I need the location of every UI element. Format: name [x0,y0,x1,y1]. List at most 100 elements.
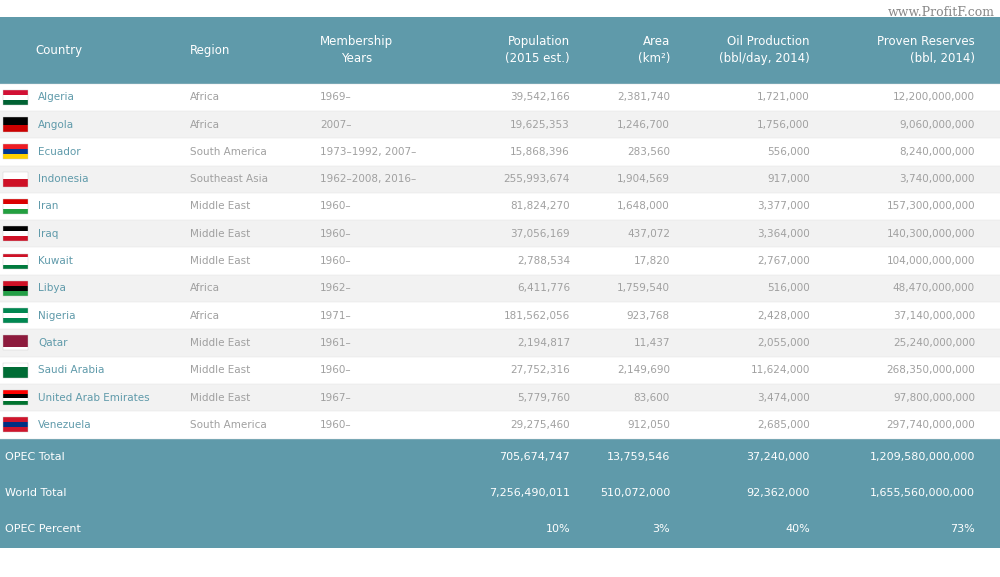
FancyBboxPatch shape [3,265,28,269]
Text: 1,655,560,000,000: 1,655,560,000,000 [870,488,975,498]
Text: Region: Region [190,44,230,57]
FancyBboxPatch shape [0,411,1000,439]
FancyBboxPatch shape [0,384,1000,411]
Text: 1967–: 1967– [320,392,352,403]
FancyBboxPatch shape [0,511,1000,548]
Text: 15,868,396: 15,868,396 [510,147,570,157]
FancyBboxPatch shape [3,199,28,204]
FancyBboxPatch shape [0,357,1000,384]
Text: Middle East: Middle East [190,392,250,403]
Text: 37,056,169: 37,056,169 [510,229,570,239]
FancyBboxPatch shape [0,193,1000,220]
Text: Population
(2015 est.): Population (2015 est.) [505,36,570,65]
FancyBboxPatch shape [0,329,1000,357]
Text: Indonesia: Indonesia [38,174,88,184]
Text: Qatar: Qatar [38,338,68,348]
FancyBboxPatch shape [3,209,28,214]
Text: 92,362,000: 92,362,000 [747,488,810,498]
FancyBboxPatch shape [0,302,1000,329]
Text: 2,767,000: 2,767,000 [757,256,810,266]
Text: 17,820: 17,820 [634,256,670,266]
FancyBboxPatch shape [3,281,28,286]
Text: Africa: Africa [190,119,220,130]
Text: Middle East: Middle East [190,365,250,375]
FancyBboxPatch shape [0,138,1000,166]
Text: 437,072: 437,072 [627,229,670,239]
Text: South America: South America [190,420,267,430]
FancyBboxPatch shape [3,417,28,422]
Text: 556,000: 556,000 [767,147,810,157]
Text: 2,381,740: 2,381,740 [617,92,670,102]
Text: Middle East: Middle East [190,229,250,239]
Text: 8,240,000,000: 8,240,000,000 [900,147,975,157]
FancyBboxPatch shape [3,95,28,100]
Text: 912,050: 912,050 [627,420,670,430]
FancyBboxPatch shape [0,166,1000,193]
Text: 1961–: 1961– [320,338,352,348]
Text: 255,993,674: 255,993,674 [504,174,570,184]
Text: 3,364,000: 3,364,000 [757,229,810,239]
Text: 3,474,000: 3,474,000 [757,392,810,403]
Text: 140,300,000,000: 140,300,000,000 [887,229,975,239]
Text: Africa: Africa [190,310,220,321]
FancyBboxPatch shape [0,439,1000,475]
Text: 1973–1992, 2007–: 1973–1992, 2007– [320,147,416,157]
FancyBboxPatch shape [3,422,28,428]
FancyBboxPatch shape [0,111,1000,138]
Text: 97,800,000,000: 97,800,000,000 [893,392,975,403]
FancyBboxPatch shape [0,17,1000,84]
Text: Venezuela: Venezuela [38,420,92,430]
Text: 2,788,534: 2,788,534 [517,256,570,266]
FancyBboxPatch shape [0,84,1000,111]
FancyBboxPatch shape [3,125,28,132]
Text: 1,721,000: 1,721,000 [757,92,810,102]
Text: 1,648,000: 1,648,000 [617,201,670,212]
FancyBboxPatch shape [3,231,28,237]
Text: 1960–: 1960– [320,420,352,430]
Text: 29,275,460: 29,275,460 [510,420,570,430]
Text: 83,600: 83,600 [634,392,670,403]
Text: Libya: Libya [38,283,66,293]
Text: 9,060,000,000: 9,060,000,000 [900,119,975,130]
Text: 2,055,000: 2,055,000 [757,338,810,348]
FancyBboxPatch shape [3,428,28,432]
Text: 11,624,000: 11,624,000 [751,365,810,375]
Text: Saudi Arabia: Saudi Arabia [38,365,104,375]
Text: 7,256,490,011: 7,256,490,011 [489,488,570,498]
Text: 3,740,000,000: 3,740,000,000 [900,174,975,184]
Text: 2,685,000: 2,685,000 [757,420,810,430]
Text: South America: South America [190,147,267,157]
Text: OPEC Percent: OPEC Percent [5,524,81,534]
Text: Africa: Africa [190,92,220,102]
Text: Area
(km²): Area (km²) [638,36,670,65]
FancyBboxPatch shape [3,155,28,159]
Text: 1962–2008, 2016–: 1962–2008, 2016– [320,174,416,184]
Text: 1,759,540: 1,759,540 [617,283,670,293]
FancyBboxPatch shape [3,172,28,179]
FancyBboxPatch shape [3,398,28,402]
Text: Oil Production
(bbl/day, 2014): Oil Production (bbl/day, 2014) [719,36,810,65]
Text: 2,428,000: 2,428,000 [757,310,810,321]
FancyBboxPatch shape [3,313,28,319]
FancyBboxPatch shape [3,100,28,105]
FancyBboxPatch shape [3,319,28,323]
Text: Iraq: Iraq [38,229,58,239]
FancyBboxPatch shape [3,335,28,347]
Text: 73%: 73% [950,524,975,534]
Text: Southeast Asia: Southeast Asia [190,174,268,184]
Text: 1,756,000: 1,756,000 [757,119,810,130]
FancyBboxPatch shape [3,402,28,405]
Text: 510,072,000: 510,072,000 [600,488,670,498]
FancyBboxPatch shape [3,237,28,241]
Text: Algeria: Algeria [38,92,75,102]
FancyBboxPatch shape [3,390,28,394]
Text: www.ProfitF.com: www.ProfitF.com [888,6,995,19]
Text: 923,768: 923,768 [627,310,670,321]
Text: 516,000: 516,000 [767,283,810,293]
Text: 37,140,000,000: 37,140,000,000 [893,310,975,321]
FancyBboxPatch shape [3,257,28,265]
FancyBboxPatch shape [3,347,28,350]
Text: Africa: Africa [190,283,220,293]
Text: 1,904,569: 1,904,569 [617,174,670,184]
Text: 1,246,700: 1,246,700 [617,119,670,130]
